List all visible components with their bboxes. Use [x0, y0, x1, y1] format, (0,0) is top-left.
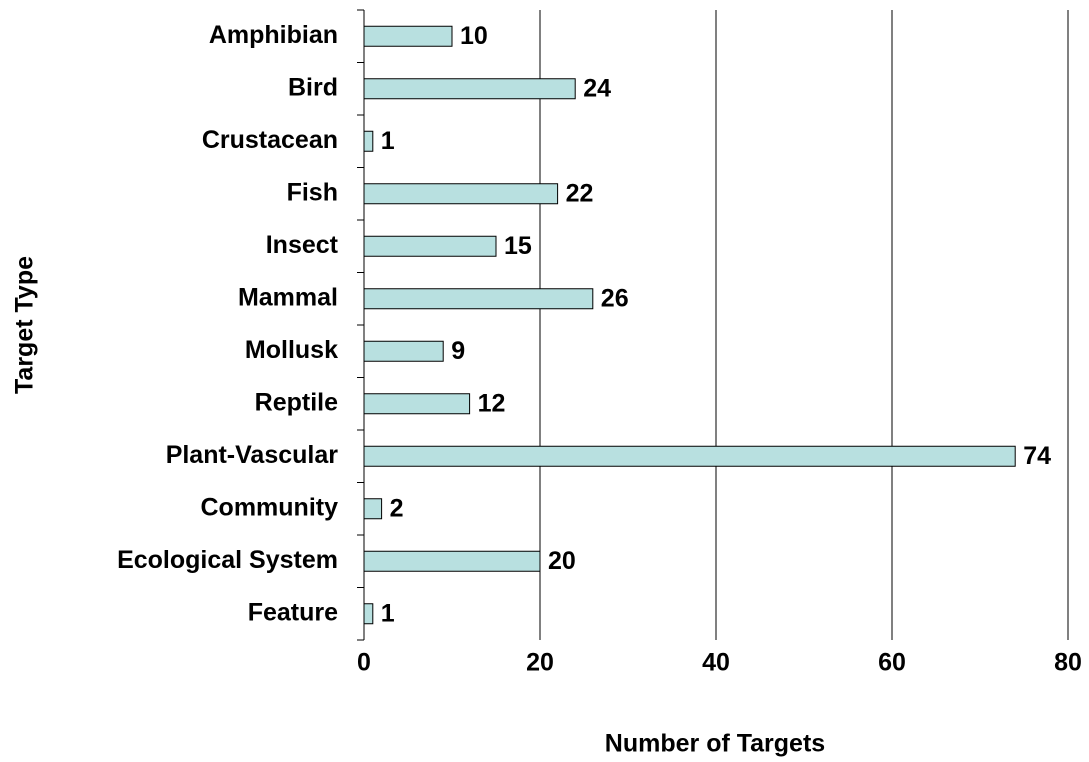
data-label: 24 [583, 74, 611, 102]
bar [363, 183, 559, 205]
y-tick-label: Community [201, 493, 339, 521]
bar [363, 603, 374, 625]
data-label: 26 [601, 284, 629, 312]
data-label: 2 [390, 494, 404, 522]
bar [363, 130, 374, 152]
y-tick-label: Plant-Vascular [166, 441, 339, 469]
x-tick-label: 20 [526, 649, 554, 677]
bar [363, 25, 453, 47]
data-label: 12 [478, 389, 506, 417]
data-label: 74 [1023, 442, 1051, 470]
x-tick-label: 40 [702, 649, 730, 677]
y-tick-label: Feature [248, 598, 338, 626]
y-tick-label: Insect [266, 231, 339, 259]
x-tick-label: 60 [878, 649, 906, 677]
data-label: 22 [566, 179, 594, 207]
x-tick-label: 0 [357, 649, 371, 677]
y-tick-label: Reptile [255, 388, 338, 416]
x-axis-title: Number of Targets [605, 730, 825, 758]
bar [363, 235, 497, 257]
data-label: 15 [504, 232, 532, 260]
y-tick-label: Crustacean [202, 126, 338, 154]
x-tick-label: 80 [1054, 649, 1082, 677]
y-tick-label: Bird [288, 73, 338, 101]
data-label: 10 [460, 22, 488, 50]
y-tick-label: Mollusk [245, 336, 338, 364]
y-tick-label: Amphibian [209, 21, 338, 49]
bar [363, 78, 576, 100]
y-tick-label: Fish [287, 178, 338, 206]
data-label: 20 [548, 547, 576, 575]
data-label: 1 [381, 599, 395, 627]
y-tick-label: Ecological System [117, 546, 338, 574]
data-label: 1 [381, 127, 395, 155]
bar [363, 498, 383, 520]
bar [363, 550, 541, 572]
bar [363, 393, 471, 415]
bar [363, 340, 444, 362]
data-label: 9 [451, 337, 465, 365]
bar [363, 445, 1016, 467]
y-tick-label: Mammal [238, 283, 338, 311]
y-axis-title: Target Type [11, 256, 39, 394]
bar [363, 288, 594, 310]
